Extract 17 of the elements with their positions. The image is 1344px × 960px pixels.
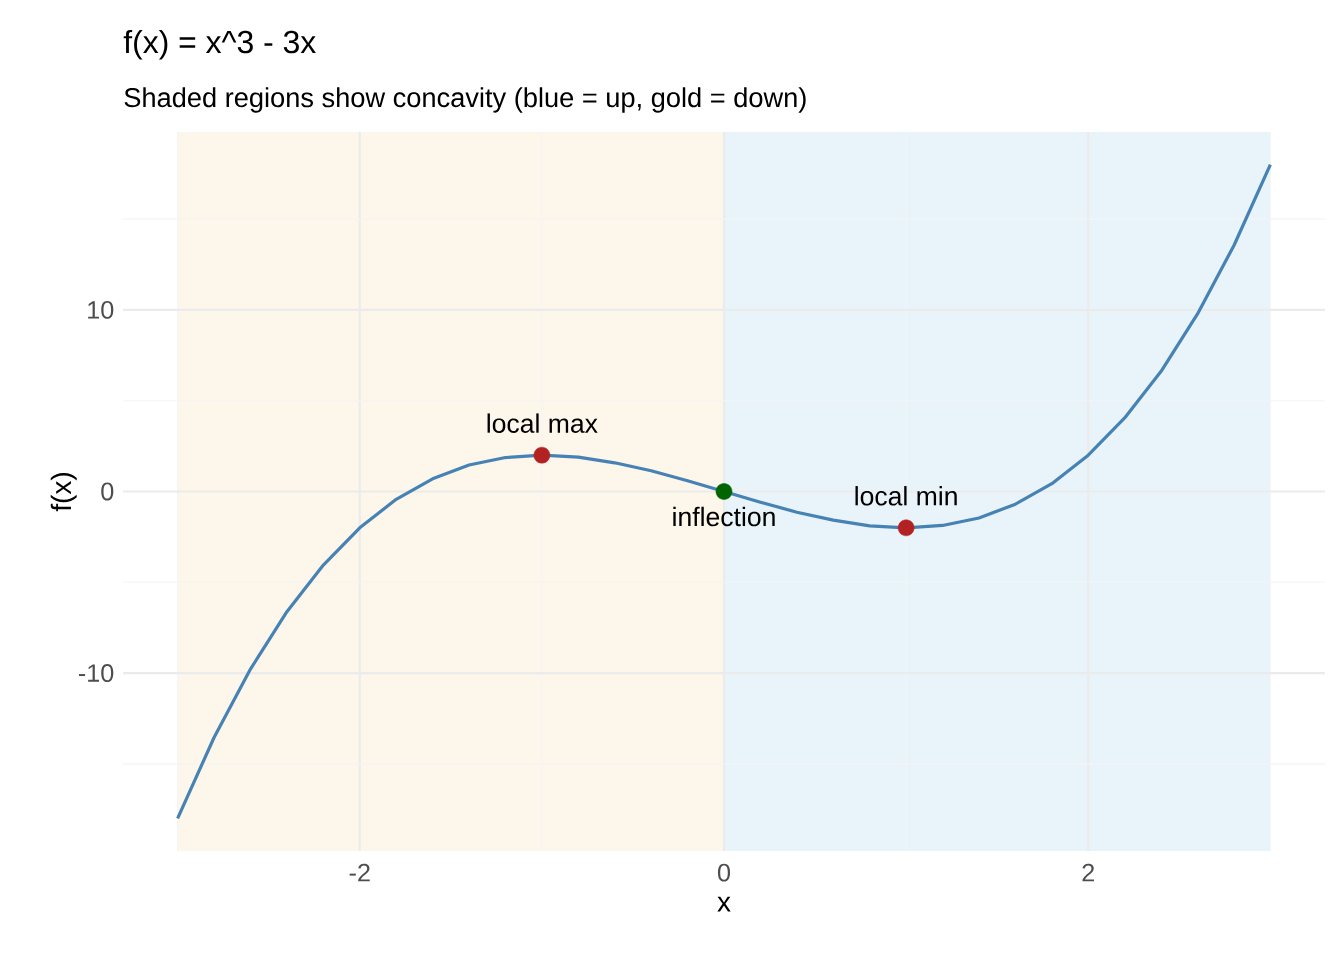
chart-title: f(x) = x^3 - 3x (123, 29, 316, 60)
chart-subtitle: Shaded regions show concavity (blue = up, gold = down) (124, 87, 806, 113)
annotation: local max (487, 413, 598, 433)
x-axis-title: x (717, 896, 731, 912)
x-tick-label: 2 (1082, 863, 1094, 882)
line-series (176, 163, 1272, 820)
annotation: inflection (673, 506, 775, 527)
point (897, 519, 915, 537)
point (533, 446, 551, 464)
y-tick-label: 10 (88, 300, 114, 319)
x-tick-label: 0 (717, 863, 731, 882)
y-axis-title: f(x) (50, 473, 77, 512)
x-tick-label: -2 (349, 863, 370, 882)
y-tick-label: -10 (78, 664, 114, 682)
point (715, 483, 733, 500)
annotation: local min (855, 486, 957, 506)
y-tick-label: 0 (101, 482, 114, 501)
